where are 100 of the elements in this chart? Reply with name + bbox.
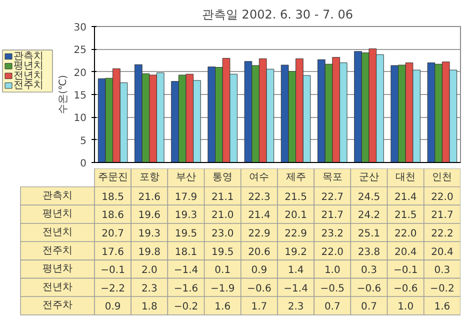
text: −0.2 (430, 283, 454, 294)
text: 2.3 (141, 283, 158, 294)
data-label: 24.5 (358, 192, 380, 203)
data-label: 21.7 (431, 210, 454, 222)
x-tick-label: 포항 (139, 172, 160, 184)
data-label: 22.0 (394, 228, 417, 240)
data-label: 19.3 (138, 228, 161, 240)
text: −0.6 (247, 283, 272, 294)
x-tick-label: 인천 (432, 172, 452, 184)
y-tick-label: 30 (74, 22, 87, 34)
data-label: 23.0 (211, 228, 234, 240)
data-label: 22.9 (284, 228, 307, 240)
text: 평년차 (42, 264, 72, 275)
data-label: 22.3 (248, 192, 270, 203)
text: 0.7 (361, 302, 377, 313)
data-label: 24.2 (358, 210, 380, 222)
x-tick-label: 제주 (286, 172, 306, 184)
text: −1.4 (284, 283, 308, 294)
text: −0.1 (100, 265, 125, 276)
data-label: 18.5 (102, 192, 124, 203)
text: 전년치 (42, 227, 72, 238)
legend-label: 전주치 (14, 80, 44, 92)
text: 0.3 (361, 265, 377, 276)
text: 0.3 (434, 265, 450, 276)
data-label: 22.0 (431, 192, 454, 203)
data-label: 20.4 (431, 246, 454, 258)
text: 관측치 (42, 190, 72, 202)
data-label: 21.5 (394, 210, 417, 222)
text: −1.9 (210, 283, 235, 294)
y-axis-title: 수온(℃) (58, 74, 69, 114)
data-label: 22.9 (248, 228, 270, 240)
text: −0.6 (356, 283, 382, 294)
text: 1.6 (214, 302, 231, 313)
data-label: 21.5 (284, 192, 307, 203)
data-label: 23.8 (358, 246, 380, 258)
y-tick-label: 10 (74, 113, 87, 124)
data-label: 21.4 (248, 210, 270, 222)
text: 1.7 (251, 302, 268, 313)
x-tick-label: 목포 (322, 172, 342, 184)
data-label: 19.5 (211, 246, 234, 258)
data-label: 21.1 (211, 192, 234, 203)
text: −2.2 (100, 283, 125, 294)
data-label: 22.2 (431, 228, 454, 240)
data-label: 19.3 (174, 210, 198, 222)
legend-label: 전년치 (14, 70, 44, 82)
y-tick-label: 0 (80, 158, 87, 170)
text: −0.6 (393, 283, 418, 294)
text: −1.6 (174, 283, 198, 294)
text: 1.0 (324, 265, 340, 276)
data-label: 20.7 (102, 228, 124, 240)
data-label: 22.7 (321, 192, 344, 203)
data-label: 21.0 (211, 210, 234, 222)
text: −0.2 (174, 302, 198, 313)
text: 2.3 (288, 302, 304, 313)
text: 2.0 (141, 265, 158, 276)
x-tick-label: 부산 (176, 172, 196, 184)
y-tick-label: 15 (74, 90, 87, 102)
y-tick-label: 20 (74, 68, 87, 79)
data-label: 21.7 (321, 210, 344, 222)
data-label: 19.8 (138, 246, 161, 258)
y-tick-label: 5 (80, 136, 87, 147)
data-label: 17.9 (174, 192, 198, 203)
data-label: 21.6 (138, 192, 161, 203)
text: 1.8 (141, 302, 158, 313)
x-tick-label: 군산 (359, 172, 379, 184)
text: 평년치 (42, 208, 72, 220)
data-label: 23.2 (321, 228, 344, 240)
data-label: 25.1 (358, 228, 380, 240)
text: −0.1 (393, 265, 418, 276)
chart-title: 관측일 2002. 6. 30 - 7. 06 (202, 8, 354, 22)
text: 1.6 (434, 302, 450, 313)
text: 0.7 (324, 302, 340, 313)
x-tick-label: 통영 (212, 172, 233, 184)
y-tick-label: 25 (74, 45, 87, 56)
data-label: 20.6 (248, 246, 270, 258)
text: −1.4 (174, 265, 198, 276)
legend-label: 관측치 (14, 50, 44, 62)
data-label: 20.4 (394, 246, 417, 258)
data-label: 19.2 (284, 246, 307, 258)
text: 1.4 (288, 265, 304, 276)
text: 전주차 (42, 300, 72, 312)
legend-label: 평년치 (14, 60, 44, 72)
text: −0.5 (320, 283, 345, 294)
text: 0.9 (104, 302, 121, 313)
x-tick-label: 주문진 (98, 172, 128, 184)
data-label: 19.6 (138, 210, 161, 222)
text: 0.9 (251, 265, 268, 276)
text: 전주치 (42, 245, 72, 256)
data-label: 20.1 (284, 210, 307, 222)
data-label: 21.4 (394, 192, 417, 203)
data-label: 22.0 (321, 246, 344, 258)
x-tick-label: 여수 (249, 172, 270, 184)
data-label: 17.6 (102, 246, 124, 258)
data-label: 19.5 (174, 228, 198, 240)
text: 1.0 (398, 302, 414, 313)
data-label: 18.1 (174, 246, 198, 258)
text: 0.1 (214, 265, 231, 276)
x-tick-label: 대천 (396, 172, 416, 184)
text: 전년차 (42, 282, 72, 293)
data-label: 18.6 (102, 210, 124, 222)
